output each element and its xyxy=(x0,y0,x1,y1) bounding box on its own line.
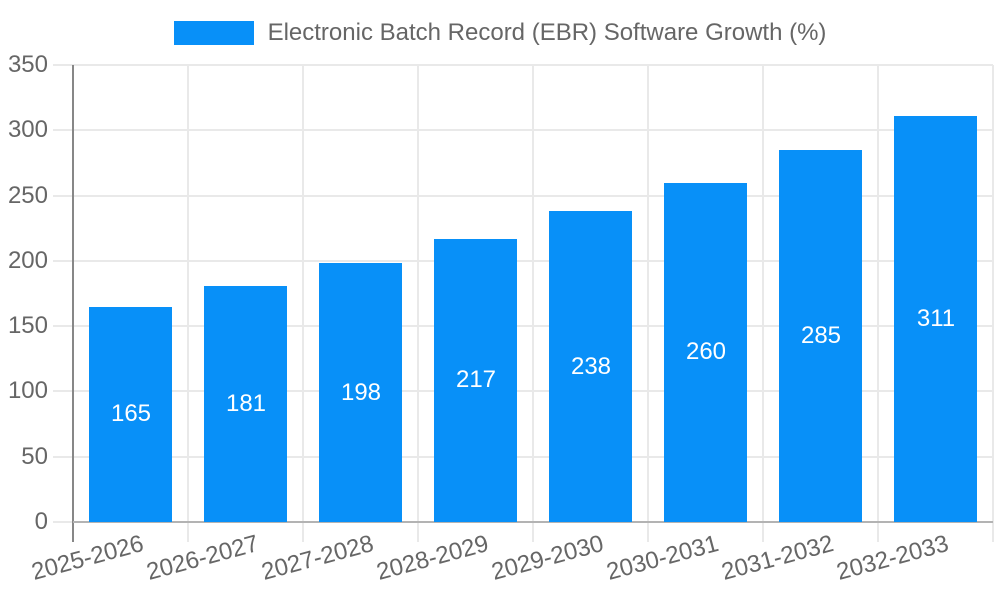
x-axis-tick-label: 2028-2029 xyxy=(373,530,492,586)
bar-value-label: 260 xyxy=(685,338,727,365)
x-axis-tick-label: 2029-2030 xyxy=(488,530,607,586)
y-axis-tick-label: 150 xyxy=(7,312,48,339)
legend-swatch xyxy=(173,21,254,45)
x-tick-mark xyxy=(302,522,304,542)
x-gridline xyxy=(762,65,764,522)
bar[interactable] xyxy=(434,239,517,522)
bar[interactable] xyxy=(664,183,747,522)
legend-label: Electronic Batch Record (EBR) Software G… xyxy=(267,19,827,46)
y-tick-mark xyxy=(53,260,73,262)
x-axis-tick-label: 2025-2026 xyxy=(28,530,147,586)
y-axis-tick-label: 350 xyxy=(7,51,48,78)
y-tick-mark xyxy=(53,195,73,197)
x-gridline xyxy=(302,65,304,522)
bar-value-label: 285 xyxy=(800,322,842,349)
x-tick-mark xyxy=(647,522,649,542)
x-tick-mark xyxy=(532,522,534,542)
x-axis-line xyxy=(73,521,993,523)
y-axis-tick-label: 100 xyxy=(7,377,48,404)
x-gridline xyxy=(992,65,994,522)
bar-value-label: 198 xyxy=(340,379,382,406)
y-tick-mark xyxy=(53,325,73,327)
x-gridline xyxy=(532,65,534,522)
x-gridline xyxy=(877,65,879,522)
y-axis-tick-label: 0 xyxy=(34,508,48,535)
y-axis-tick-label: 250 xyxy=(7,182,48,209)
y-tick-mark xyxy=(53,390,73,392)
x-tick-mark xyxy=(417,522,419,542)
y-tick-mark xyxy=(53,64,73,66)
x-axis-tick-label: 2026-2027 xyxy=(143,530,262,586)
x-tick-mark xyxy=(877,522,879,542)
x-tick-mark xyxy=(762,522,764,542)
bar-value-label: 217 xyxy=(455,366,497,393)
x-axis-tick-label: 2030-2031 xyxy=(603,530,722,586)
y-tick-mark xyxy=(53,129,73,131)
x-axis-tick-label: 2027-2028 xyxy=(258,530,377,586)
bar[interactable] xyxy=(89,307,172,522)
x-tick-mark xyxy=(992,522,994,542)
y-tick-mark xyxy=(53,521,73,523)
bar[interactable] xyxy=(204,286,287,522)
bar-value-label: 181 xyxy=(225,390,267,417)
legend[interactable]: Electronic Batch Record (EBR) Software G… xyxy=(0,19,1000,47)
x-gridline xyxy=(417,65,419,522)
y-axis-tick-label: 50 xyxy=(21,443,48,470)
bar[interactable] xyxy=(549,211,632,522)
x-tick-mark xyxy=(187,522,189,542)
y-axis-tick-label: 300 xyxy=(7,116,48,143)
bar-value-label: 238 xyxy=(570,353,612,380)
bar-value-label: 165 xyxy=(110,400,152,427)
bar[interactable] xyxy=(779,150,862,522)
bar-value-label: 311 xyxy=(916,305,956,332)
x-axis-tick-label: 2032-2033 xyxy=(833,530,952,586)
bar[interactable] xyxy=(319,263,402,522)
x-axis-tick-label: 2031-2032 xyxy=(718,530,837,586)
y-axis-tick-label: 200 xyxy=(7,247,48,274)
y-tick-mark xyxy=(53,456,73,458)
y-axis-line xyxy=(72,65,74,542)
x-gridline xyxy=(647,65,649,522)
bar[interactable] xyxy=(894,116,977,522)
x-gridline xyxy=(187,65,189,522)
